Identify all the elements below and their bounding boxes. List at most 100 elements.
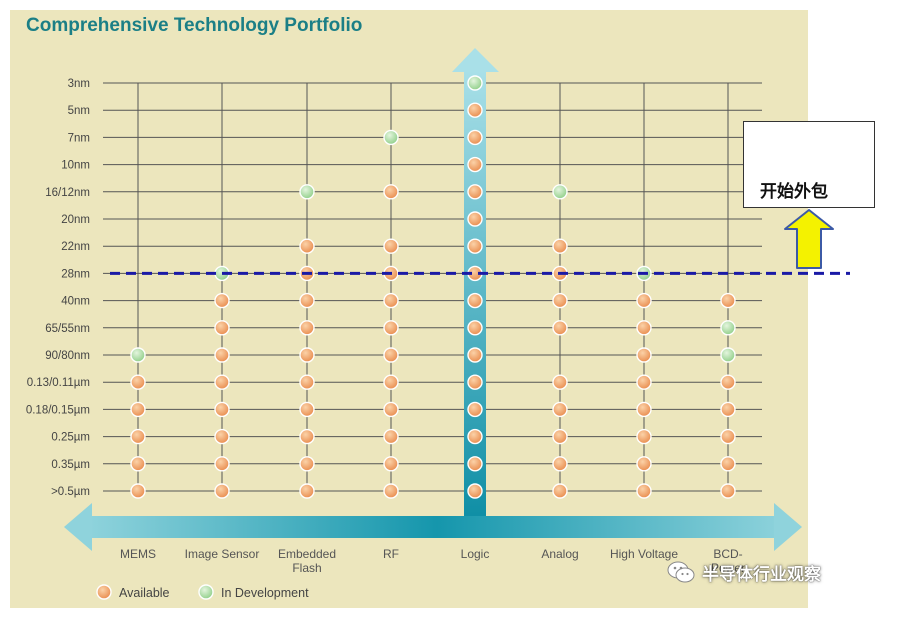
y-tick-label: 16/12nm	[45, 187, 90, 199]
available-marker-4-12	[467, 401, 483, 418]
x-tick-label: Analog	[541, 547, 578, 561]
callout-box: 开始外包	[743, 121, 875, 208]
available-marker-3-4	[383, 184, 399, 200]
available-marker-6-15	[636, 483, 652, 499]
x-tick-label: Logic	[461, 547, 490, 561]
available-marker-5-12	[552, 401, 568, 418]
annotations	[110, 209, 850, 275]
available-marker-6-14	[636, 456, 652, 472]
available-marker-1-12	[214, 401, 230, 418]
watermark: 半导体行业观察	[666, 557, 821, 587]
available-marker-2-12	[299, 401, 315, 418]
dev-marker-7-10	[720, 347, 736, 363]
x-tick-labels: MEMS Image Sensor Embedded Flash RF Logic Anal…	[120, 547, 745, 575]
available-marker-4-11	[467, 374, 483, 390]
x-arrow-shaft	[88, 516, 786, 538]
y-tick-label: 7nm	[68, 132, 90, 144]
dev-marker-2-4	[299, 184, 315, 200]
dev-marker-5-4	[552, 184, 568, 200]
y-tick-label: 65/55nm	[45, 323, 90, 335]
available-marker-4-14	[467, 456, 483, 472]
available-marker-3-9	[383, 320, 399, 336]
available-marker-2-11	[299, 374, 315, 390]
available-marker-3-15	[383, 483, 399, 499]
available-marker-2-8	[299, 292, 315, 309]
y-tick-label: 40nm	[61, 296, 90, 308]
available-marker-4-9	[467, 320, 483, 336]
available-marker-3-8	[383, 292, 399, 309]
y-tick-label: 28nm	[61, 268, 90, 280]
available-marker-1-11	[214, 374, 230, 390]
legend-marker-available	[96, 584, 112, 600]
available-marker-4-13	[467, 428, 483, 445]
available-marker-4-10	[467, 347, 483, 363]
y-tick-label: >0.5µm	[51, 486, 90, 498]
available-marker-4-1	[467, 102, 483, 118]
available-marker-5-13	[552, 428, 568, 445]
available-marker-7-8	[720, 292, 736, 309]
available-marker-2-15	[299, 483, 315, 499]
y-tick-label: 0.13/0.11µm	[27, 377, 90, 389]
legend-label-available: Available	[119, 586, 170, 600]
available-marker-7-12	[720, 401, 736, 418]
available-marker-5-6	[552, 238, 568, 254]
available-marker-1-15	[214, 483, 230, 499]
y-tick-label: 0.35µm	[51, 459, 90, 471]
available-marker-0-12	[130, 401, 146, 418]
y-tick-label: 3nm	[68, 78, 90, 90]
available-marker-3-12	[383, 401, 399, 418]
dev-marker-4-0	[467, 75, 483, 91]
available-marker-2-14	[299, 456, 315, 472]
available-marker-6-12	[636, 401, 652, 418]
legend-marker-dev	[198, 584, 214, 600]
x-tick-label: Image Sensor	[185, 547, 260, 561]
available-marker-7-13	[720, 428, 736, 445]
available-marker-2-13	[299, 428, 315, 445]
x-tick-label: BCD-Power	[711, 547, 745, 575]
available-marker-0-14	[130, 456, 146, 472]
available-marker-4-3	[467, 156, 483, 173]
available-marker-4-8	[467, 292, 483, 309]
y-tick-label: 22nm	[61, 241, 90, 253]
legend: Available In Development	[96, 584, 309, 600]
x-tick-label: MEMS	[120, 547, 156, 561]
available-marker-4-5	[467, 211, 483, 227]
wechat-icon	[667, 561, 695, 583]
available-marker-5-15	[552, 483, 568, 499]
available-marker-2-6	[299, 238, 315, 254]
available-marker-5-14	[552, 456, 568, 472]
y-tick-label: 0.25µm	[51, 432, 90, 444]
available-marker-5-11	[552, 374, 568, 390]
x-tick-label: Embedded Flash	[278, 547, 336, 575]
available-marker-7-15	[720, 483, 736, 499]
y-tick-label: 0.18/0.15µm	[26, 404, 90, 416]
available-marker-0-11	[130, 374, 146, 390]
callout-text: 开始外包	[760, 182, 828, 202]
available-marker-3-13	[383, 428, 399, 445]
available-marker-4-15	[467, 483, 483, 499]
x-arrow-right-head	[774, 503, 802, 551]
available-marker-1-10	[214, 347, 230, 363]
y-tick-label: 5nm	[68, 105, 90, 117]
y-tick-label: 90/80nm	[45, 350, 90, 362]
dev-marker-0-10	[130, 347, 146, 363]
available-marker-3-11	[383, 374, 399, 390]
available-marker-0-15	[130, 483, 146, 499]
available-marker-5-9	[552, 320, 568, 336]
dev-marker-3-2	[383, 129, 399, 146]
y-tick-labels: 3nm 5nm 7nm 10nm 16/12nm 20nm 22nm 28nm 40nm 65/5…	[26, 78, 90, 498]
available-marker-6-9	[636, 320, 652, 336]
available-marker-0-13	[130, 428, 146, 445]
chart-background	[10, 10, 808, 608]
logic-arrow-head	[452, 48, 499, 72]
available-marker-4-2	[467, 129, 483, 146]
available-marker-3-10	[383, 347, 399, 363]
y-tick-label: 10nm	[61, 160, 90, 172]
available-marker-7-11	[720, 374, 736, 390]
available-marker-4-4	[467, 184, 483, 200]
available-marker-7-14	[720, 456, 736, 472]
x-tick-label: RF	[383, 547, 399, 561]
available-marker-4-6	[467, 238, 483, 254]
available-marker-2-9	[299, 320, 315, 336]
available-marker-2-10	[299, 347, 315, 363]
